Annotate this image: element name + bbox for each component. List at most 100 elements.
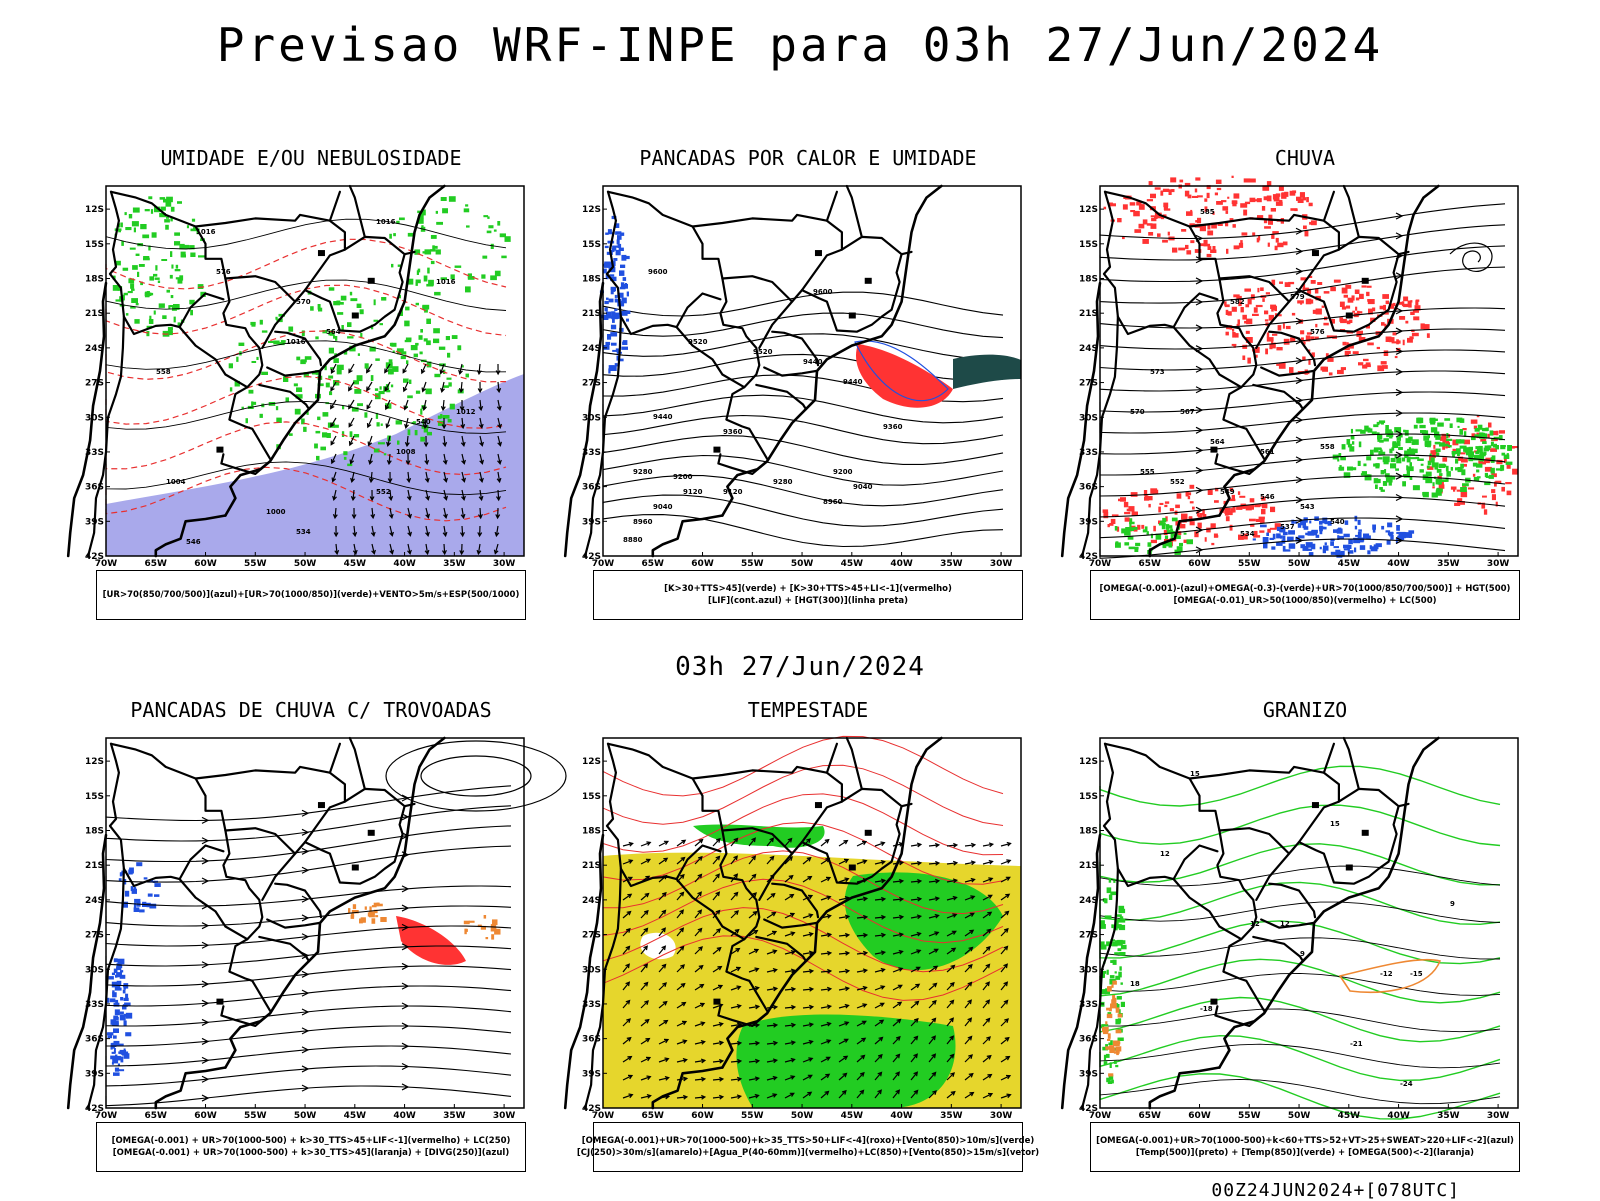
shade-cell (1178, 247, 1186, 251)
shade-cell (1249, 498, 1255, 503)
wind-vector (658, 963, 667, 973)
shade-cell (1279, 526, 1286, 533)
lat-tick-label: 42S (85, 1104, 104, 1114)
wind-vector (856, 914, 869, 920)
shade-cell (1501, 452, 1506, 456)
shade-cell (1434, 441, 1441, 445)
shade-cell (1130, 492, 1138, 497)
panel-title: CHUVA (1274, 146, 1336, 170)
shade-cell (1150, 193, 1156, 199)
lat-tick-label: 18S (1079, 827, 1098, 837)
shade-cell (250, 321, 256, 326)
wind-vector (712, 928, 721, 937)
wind-vector (495, 507, 501, 520)
shade-cell (177, 322, 181, 327)
shade-cell (171, 264, 174, 269)
shade-cell (1171, 189, 1175, 193)
shade-cell (1305, 298, 1312, 305)
lon-tick-label: 35W (443, 559, 466, 569)
shade-cell (617, 243, 622, 248)
shade-cell (1240, 307, 1244, 313)
shade-cell (113, 1040, 120, 1046)
shade-cell (430, 260, 435, 265)
shade-cell (1420, 323, 1425, 330)
shade-cell (124, 903, 127, 908)
wind-vector (622, 963, 630, 973)
lat-tick-label: 24S (1079, 344, 1098, 354)
shade-cell (1392, 441, 1396, 445)
shade-cell (1435, 478, 1442, 485)
shade-cell (1124, 542, 1130, 546)
shade-cell (1490, 467, 1495, 474)
border-line (178, 326, 249, 389)
wind-vector (928, 999, 937, 1009)
shade-cell (236, 356, 239, 362)
wind-vector (892, 914, 905, 920)
lif-contour (854, 340, 949, 402)
shade-cell (1389, 448, 1393, 454)
border-line (771, 882, 820, 919)
wind-vector (802, 838, 811, 847)
shade-cell (1186, 211, 1193, 216)
streamline-arrow (1295, 496, 1304, 504)
shade-cell (1352, 351, 1359, 354)
shade-cell (1225, 516, 1230, 522)
shade-cell (1394, 355, 1398, 359)
chuva-verde (1114, 517, 1193, 555)
shade-cell (1498, 435, 1503, 441)
shade-cell (1278, 362, 1286, 369)
shade-cell (1175, 531, 1182, 536)
wind-vector (477, 381, 483, 394)
wind-vector (820, 1021, 832, 1027)
legend-line: [LIF](cont.azul) + [HGT(300)](linha pret… (707, 596, 909, 606)
shade-cell (1447, 434, 1451, 438)
streamline (1099, 454, 1506, 476)
shade-cell (1311, 529, 1318, 534)
wind-vector (348, 399, 355, 410)
wind-vector (946, 964, 956, 973)
lake-marker (713, 446, 721, 453)
shade-cell (490, 927, 497, 932)
contour-label: 9600 (813, 288, 833, 296)
wind-vector (694, 873, 703, 883)
wind-vector (370, 507, 376, 520)
shade-cell (614, 298, 622, 303)
shade-cell (407, 429, 411, 436)
streamline-arrow (1395, 430, 1404, 438)
shade-cell (1119, 916, 1124, 921)
shade-cell (465, 286, 471, 293)
shade-cell (113, 1048, 116, 1054)
shade-cell (422, 418, 425, 425)
wind-vector (460, 435, 466, 448)
lon-tick-label: 60W (194, 1111, 217, 1121)
shade-cell (447, 419, 452, 423)
shade-cell (493, 229, 497, 232)
wind-vector (1000, 963, 1008, 973)
shade-cell (370, 375, 374, 381)
shade-cell (1398, 434, 1403, 438)
shade-cell (1473, 454, 1480, 461)
lon-tick-label: 50W (791, 1111, 814, 1121)
shade-cell (1148, 232, 1154, 236)
shade-cell (1212, 211, 1215, 215)
streamline-arrow (301, 1008, 310, 1016)
wind-vector (730, 837, 739, 847)
streamline (105, 1065, 512, 1087)
coastline (1218, 736, 1440, 1069)
streamline-arrow (1395, 409, 1404, 417)
shade-cell (179, 275, 184, 281)
wind-vector (366, 381, 373, 392)
shade-cell (197, 284, 204, 289)
lat-tick-label: 33S (85, 448, 104, 458)
shade-cell (364, 412, 368, 418)
shade-cell (374, 388, 379, 391)
shade-cell (1146, 531, 1149, 535)
shade-cell (1228, 498, 1236, 502)
coastline (66, 281, 108, 558)
shade-cell (1361, 471, 1367, 476)
shade-cell (1226, 512, 1233, 516)
shade-cell (1281, 192, 1287, 199)
shade-cell (352, 904, 357, 910)
shade-cell (1319, 520, 1323, 525)
